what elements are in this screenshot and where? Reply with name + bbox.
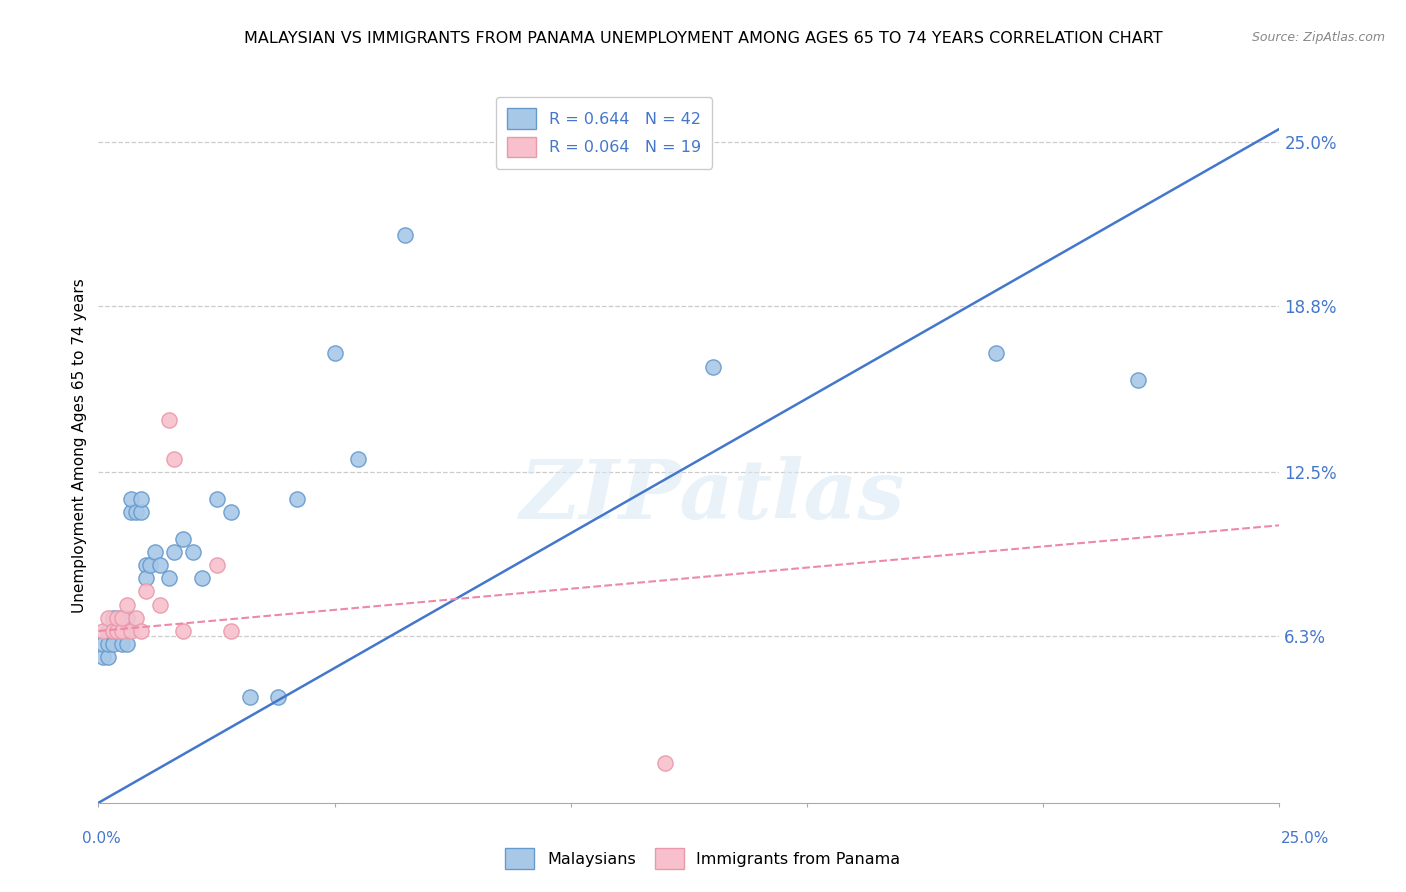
Point — [984, 346, 1007, 360]
Point — [135, 571, 157, 585]
Point — [97, 650, 120, 665]
Point — [172, 624, 194, 638]
Point — [111, 611, 134, 625]
Text: 25.0%: 25.0% — [1281, 831, 1329, 846]
Point — [121, 624, 143, 638]
Point — [129, 624, 152, 638]
Point — [115, 598, 138, 612]
Point — [125, 505, 148, 519]
Point — [219, 624, 242, 638]
Point — [115, 611, 138, 625]
Point — [172, 532, 194, 546]
Point — [267, 690, 290, 704]
Point — [121, 505, 143, 519]
Legend: R = 0.644   N = 42, R = 0.064   N = 19: R = 0.644 N = 42, R = 0.064 N = 19 — [496, 97, 713, 169]
Point — [135, 584, 157, 599]
Point — [111, 637, 134, 651]
Point — [105, 624, 128, 638]
Point — [105, 611, 128, 625]
Point — [394, 227, 416, 242]
Point — [91, 637, 114, 651]
Point — [105, 624, 128, 638]
Text: 0.0%: 0.0% — [82, 831, 121, 846]
Y-axis label: Unemployment Among Ages 65 to 74 years: Unemployment Among Ages 65 to 74 years — [72, 278, 87, 614]
Point — [129, 505, 152, 519]
Point — [181, 545, 204, 559]
Point — [143, 545, 166, 559]
Point — [111, 624, 134, 638]
Point — [111, 624, 134, 638]
Point — [1126, 373, 1149, 387]
Point — [139, 558, 162, 572]
Point — [97, 611, 120, 625]
Point — [129, 491, 152, 506]
Point — [125, 611, 148, 625]
Point — [149, 598, 172, 612]
Point — [654, 756, 676, 771]
Point — [121, 491, 143, 506]
Point — [239, 690, 262, 704]
Point — [115, 637, 138, 651]
Point — [149, 558, 172, 572]
Point — [91, 624, 114, 638]
Point — [91, 650, 114, 665]
Point — [323, 346, 346, 360]
Point — [101, 624, 124, 638]
Point — [97, 637, 120, 651]
Point — [163, 545, 186, 559]
Text: ZIPatlas: ZIPatlas — [520, 456, 905, 536]
Point — [97, 624, 120, 638]
Point — [157, 412, 180, 426]
Point — [702, 359, 724, 374]
Point — [219, 505, 242, 519]
Point — [101, 611, 124, 625]
Point — [205, 558, 228, 572]
Point — [191, 571, 214, 585]
Point — [347, 452, 370, 467]
Point — [205, 491, 228, 506]
Point — [105, 611, 128, 625]
Text: MALAYSIAN VS IMMIGRANTS FROM PANAMA UNEMPLOYMENT AMONG AGES 65 TO 74 YEARS CORRE: MALAYSIAN VS IMMIGRANTS FROM PANAMA UNEM… — [243, 31, 1163, 46]
Text: Source: ZipAtlas.com: Source: ZipAtlas.com — [1251, 31, 1385, 45]
Point — [115, 624, 138, 638]
Point — [111, 611, 134, 625]
Point — [157, 571, 180, 585]
Point — [285, 491, 308, 506]
Point — [101, 624, 124, 638]
Point — [163, 452, 186, 467]
Legend: Malaysians, Immigrants from Panama: Malaysians, Immigrants from Panama — [499, 842, 907, 875]
Point — [135, 558, 157, 572]
Point — [101, 637, 124, 651]
